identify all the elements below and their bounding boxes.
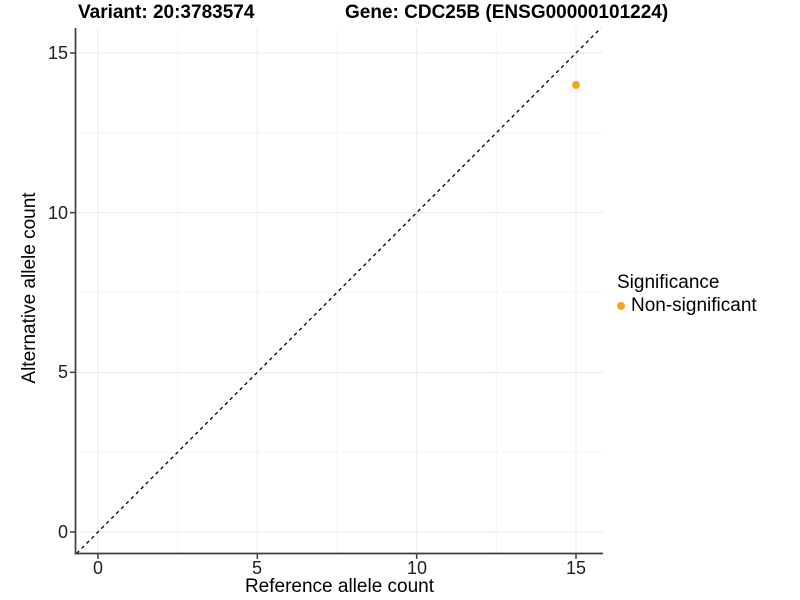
x-axis-label: Reference allele count (244, 576, 435, 597)
identity-line (76, 27, 602, 554)
legend-item-label: Non-significant (631, 295, 757, 316)
x-tick-label: 15 (565, 558, 587, 578)
x-tick-label: 10 (406, 558, 428, 578)
x-tick-label: 5 (251, 558, 262, 578)
y-tick-label: 10 (47, 203, 68, 223)
legend-point-icon (617, 301, 625, 310)
plot-title-variant: Variant: 20:3783574 (78, 2, 255, 23)
legend-item: Non-significant (617, 294, 757, 317)
data-point (572, 80, 581, 89)
x-tick-label: 0 (92, 558, 103, 578)
y-tick-label: 0 (57, 522, 68, 542)
legend-title: Significance (617, 272, 720, 293)
y-tick-label: 15 (47, 43, 68, 63)
y-axis-label: Alternative allele count (19, 192, 40, 384)
legend: Significance Non-significant (617, 271, 757, 317)
plot-title-gene: Gene: CDC25B (ENSG00000101224) (345, 2, 669, 23)
y-tick-label: 5 (57, 362, 68, 382)
